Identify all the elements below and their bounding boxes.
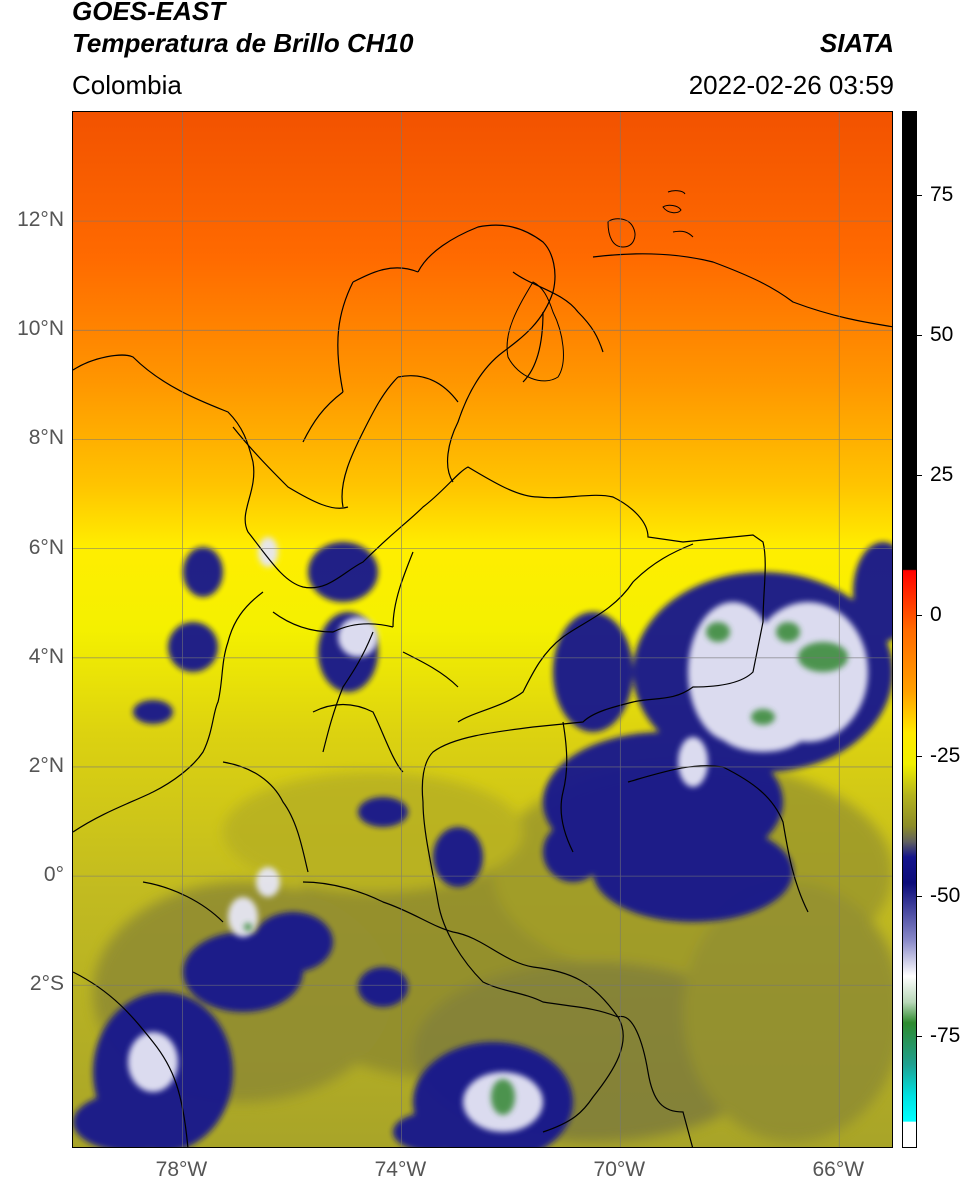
source-label: SIATA (819, 28, 894, 58)
colorbar-tick-mark (917, 475, 922, 477)
country-borders (73, 224, 892, 1147)
product-title: Temperatura de Brillo CH10 (72, 28, 414, 58)
colorbar-tick-mark (917, 1035, 922, 1037)
colorbar-tick-mark (917, 615, 922, 617)
lon-tick-label: 78°W (155, 1158, 208, 1181)
satellite-title: GOES-EAST (72, 0, 226, 26)
colorbar-tick-label: 75 (930, 183, 954, 207)
colorbar-tick-label: 50 (930, 323, 954, 347)
colorbar (902, 111, 917, 1148)
colorbar-tick-mark (917, 895, 922, 897)
colorbar-tick-mark (917, 755, 922, 757)
colorbar-tick-mark (917, 195, 922, 197)
lon-tick-label: 74°W (374, 1158, 427, 1181)
satellite-map (72, 111, 893, 1148)
map-canvas (73, 112, 892, 1147)
lat-tick-label: 6°N (28, 535, 64, 559)
datetime-label: 2022-02-26 03:59 (688, 70, 894, 100)
lat-tick-label: 0° (43, 863, 64, 887)
colorbar-scale (903, 112, 916, 1147)
lat-tick-label: 8°N (28, 426, 64, 450)
graticule (73, 112, 892, 1147)
colorbar-tick-mark (917, 335, 922, 337)
region-label: Colombia (72, 70, 182, 100)
colorbar-canvas (903, 112, 916, 1147)
lat-tick-label: 12°N (17, 208, 64, 232)
colorbar-tick-label: 25 (930, 463, 954, 487)
cloud-green-areas (244, 622, 848, 1115)
lat-tick-label: 4°N (28, 644, 64, 668)
lon-tick-label: 66°W (812, 1158, 865, 1181)
lat-tick-label: 2°N (28, 753, 64, 777)
colorbar-tick-label: -75 (930, 1023, 961, 1047)
colorbar-tick-label: 0 (930, 603, 942, 627)
colorbar-tick-label: -25 (930, 743, 961, 767)
lat-tick-label: 2°S (29, 972, 64, 996)
lat-tick-label: 10°N (17, 317, 64, 341)
lon-tick-label: 70°W (593, 1158, 646, 1181)
colorbar-tick-label: -50 (930, 883, 961, 907)
